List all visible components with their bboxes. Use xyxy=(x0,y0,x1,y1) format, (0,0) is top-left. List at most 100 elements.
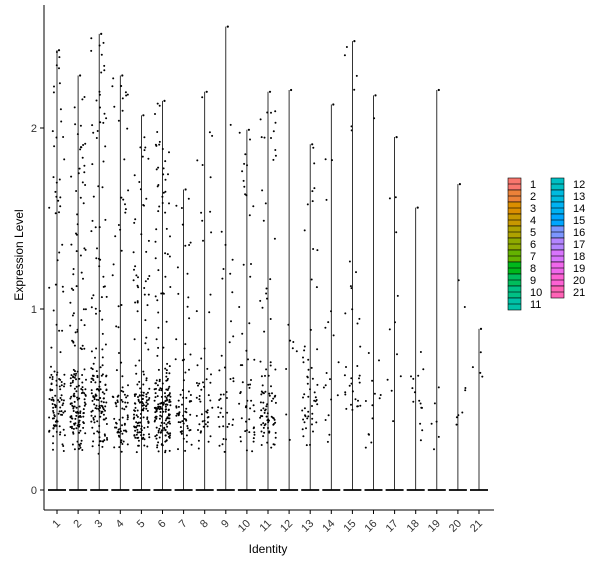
point-11 xyxy=(265,415,268,418)
point-11 xyxy=(260,423,263,426)
point-6 xyxy=(157,441,160,444)
x-tick-label: 1 xyxy=(50,518,63,531)
point-4 xyxy=(115,422,118,425)
point-7 xyxy=(177,414,180,417)
point-4 xyxy=(125,396,128,399)
point-5 xyxy=(142,407,145,410)
point-10 xyxy=(238,306,241,308)
point-6 xyxy=(155,228,158,231)
point-11 xyxy=(261,189,264,192)
point-13 xyxy=(316,403,319,406)
point-3 xyxy=(97,431,100,434)
legend-label: 5 xyxy=(530,227,536,239)
point-2 xyxy=(80,439,83,442)
point-2 xyxy=(80,319,83,322)
point-6 xyxy=(168,449,171,452)
point-13 xyxy=(304,415,307,418)
point-4 xyxy=(120,85,123,87)
point-9 xyxy=(231,258,234,261)
point-4 xyxy=(121,386,124,389)
point-5 xyxy=(136,415,139,418)
legend-item-4: 4 xyxy=(507,213,536,227)
point-max-7 xyxy=(184,188,187,191)
point-5 xyxy=(139,417,142,420)
point-2 xyxy=(83,171,86,174)
point-7 xyxy=(177,292,180,295)
point-2 xyxy=(83,368,86,371)
point-1 xyxy=(58,385,61,388)
point-11 xyxy=(262,407,265,410)
point-3 xyxy=(91,377,94,380)
point-5 xyxy=(145,393,148,396)
point-11 xyxy=(268,392,271,395)
point-6 xyxy=(168,202,170,205)
point-6 xyxy=(156,446,159,449)
point-8 xyxy=(200,211,203,214)
point-5 xyxy=(142,433,145,436)
point-9 xyxy=(219,393,222,396)
point-6 xyxy=(161,401,164,404)
point-1 xyxy=(55,181,58,184)
violin-layer xyxy=(48,26,488,491)
point-5 xyxy=(147,293,150,296)
point-2 xyxy=(70,287,73,290)
point-3 xyxy=(105,117,108,120)
point-3 xyxy=(92,294,95,297)
point-11 xyxy=(261,306,264,309)
point-7 xyxy=(179,430,182,433)
point-13 xyxy=(310,278,313,281)
point-8 xyxy=(195,414,198,417)
point-13 xyxy=(301,409,304,412)
point-2 xyxy=(83,404,86,407)
point-6 xyxy=(155,410,158,413)
point-2 xyxy=(79,347,82,350)
legend-label: 6 xyxy=(530,239,536,251)
point-11 xyxy=(271,392,273,395)
point-6 xyxy=(165,372,168,374)
point-3 xyxy=(91,409,94,412)
point-9 xyxy=(218,425,221,428)
point-5 xyxy=(139,188,142,191)
point-15 xyxy=(351,390,354,393)
point-4 xyxy=(121,416,124,419)
point-6 xyxy=(168,151,170,154)
point-2 xyxy=(73,400,76,403)
point-13 xyxy=(315,421,318,424)
point-5 xyxy=(146,445,149,448)
point-2 xyxy=(79,410,82,413)
point-3 xyxy=(91,219,94,222)
point-6 xyxy=(164,367,167,370)
point-6 xyxy=(156,185,159,188)
point-5 xyxy=(140,431,143,434)
point-3 xyxy=(98,436,101,439)
point-2 xyxy=(78,444,81,447)
point-6 xyxy=(164,451,167,454)
point-15 xyxy=(358,377,360,380)
point-1 xyxy=(58,82,61,85)
point-5 xyxy=(136,301,139,304)
point-2 xyxy=(79,148,82,151)
point-8 xyxy=(208,131,211,134)
legend-label: 19 xyxy=(573,263,585,275)
point-2 xyxy=(74,331,77,334)
point-8 xyxy=(210,231,213,234)
point-10 xyxy=(248,386,251,389)
point-1 xyxy=(52,424,55,427)
point-2 xyxy=(82,421,85,424)
point-6 xyxy=(157,166,160,169)
point-max-18 xyxy=(416,206,419,209)
point-3 xyxy=(90,37,93,40)
point-16 xyxy=(371,417,374,420)
point-10 xyxy=(239,440,242,443)
point-1 xyxy=(61,329,64,332)
point-4 xyxy=(119,228,122,231)
point-3 xyxy=(95,398,98,401)
point-1 xyxy=(60,381,63,383)
point-3 xyxy=(102,397,105,400)
point-9 xyxy=(222,415,224,418)
legend-label: 18 xyxy=(573,251,585,263)
point-1 xyxy=(52,91,55,94)
point-17 xyxy=(388,328,391,331)
legend-item-17: 17 xyxy=(550,237,585,251)
point-15 xyxy=(350,403,352,406)
